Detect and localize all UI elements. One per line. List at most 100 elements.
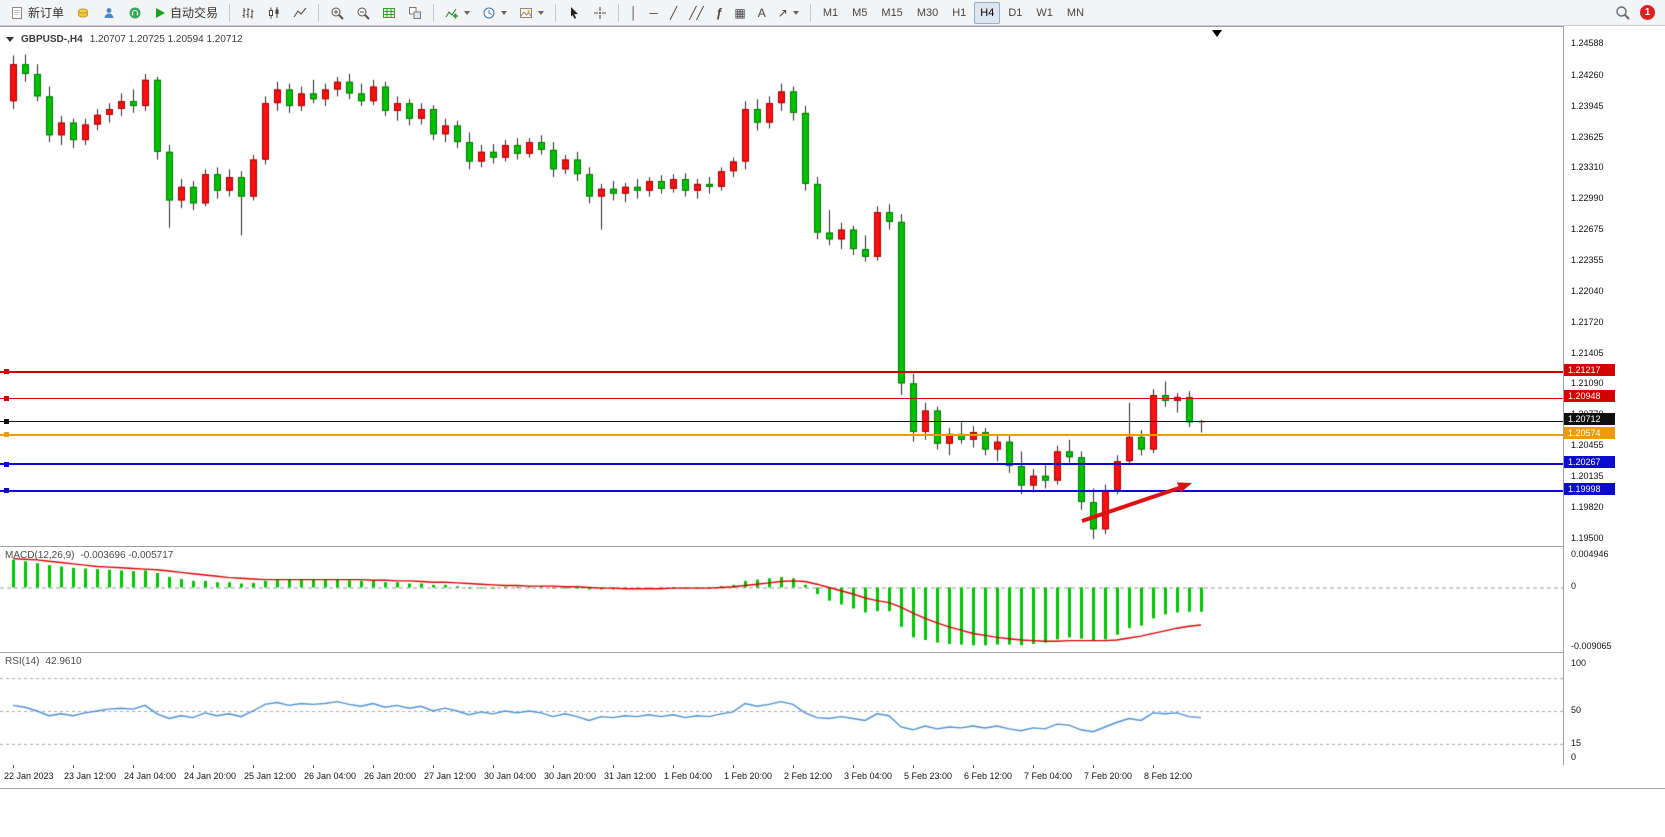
line-handle[interactable]: [4, 418, 9, 424]
price-tick-label: 1.21405: [1571, 347, 1604, 358]
horizontal-line-1.20712[interactable]: [0, 420, 1563, 422]
horizontal-line-1.20948[interactable]: [0, 397, 1563, 399]
auto-trading-button[interactable]: 自动交易: [149, 2, 223, 24]
macd-canvas[interactable]: [0, 547, 1563, 653]
trendline-tool-button[interactable]: ╱: [665, 2, 682, 24]
bar-chart-mode-button[interactable]: [236, 2, 260, 24]
indicators-grid-button[interactable]: [377, 2, 401, 24]
timeframe-group: M1 M5 M15 M30 H1 H4 D1 W1 MN: [816, 1, 1091, 24]
crosshair-tool-button[interactable]: [588, 2, 612, 24]
time-label: 7 Feb 20:00: [1084, 771, 1133, 781]
time-label: 23 Jan 12:00: [64, 771, 117, 781]
timeframe-m30-button[interactable]: M30: [911, 2, 944, 24]
price-axis[interactable]: 1.24588 1.24260 1.23945 1.23625 1.23310 1.229…: [1563, 26, 1665, 789]
timeframe-m5-button[interactable]: M5: [846, 2, 873, 24]
accounts-button[interactable]: [97, 2, 121, 24]
time-tick: [1093, 765, 1094, 768]
timeframe-mn-button[interactable]: MN: [1061, 2, 1090, 24]
new-order-button[interactable]: 新订单: [5, 2, 69, 24]
deposit-button[interactable]: [71, 2, 95, 24]
time-tick: [253, 765, 254, 768]
zoom-out-button[interactable]: [351, 2, 375, 24]
channel-tool-button[interactable]: ╱╱: [684, 2, 708, 24]
time-label: 22 Jan 2023: [4, 771, 54, 781]
price-tag-1.20267: 1.20267: [1564, 456, 1615, 469]
line-chart-mode-button[interactable]: [288, 2, 312, 24]
period-button[interactable]: [477, 2, 512, 24]
price-tick-label: 1.20135: [1571, 471, 1604, 482]
timeframe-w1-button[interactable]: W1: [1030, 2, 1059, 24]
chart-shift-marker[interactable]: [1212, 30, 1222, 37]
horizontal-line-1.20574[interactable]: [0, 433, 1563, 436]
arrow-object-icon: ↗: [777, 5, 788, 20]
timeframe-h4-button[interactable]: H4: [974, 1, 1001, 24]
time-label: 7 Feb 04:00: [1024, 771, 1073, 781]
text-tool-button[interactable]: A: [753, 2, 771, 24]
time-tick: [373, 765, 374, 768]
time-label: 24 Jan 04:00: [124, 771, 177, 781]
price-tick-label: 1.23945: [1571, 100, 1604, 111]
tile-windows-button[interactable]: [403, 2, 427, 24]
fibonacci-tool-button[interactable]: ƒ: [711, 2, 728, 24]
gann-grid-tool-button[interactable]: ▦: [729, 2, 750, 24]
toolbar-separator: [809, 3, 811, 22]
template-snapshot-button[interactable]: [514, 2, 549, 24]
toolbar-separator: [229, 3, 231, 22]
price-tick-label: 1.21720: [1571, 317, 1604, 328]
candlestick-mode-button[interactable]: [262, 2, 286, 24]
timeframe-m15-button[interactable]: M15: [875, 2, 908, 24]
price-tick-label: 1.23625: [1571, 131, 1604, 142]
time-tick: [13, 765, 14, 768]
horizontal-line-1.20267[interactable]: [0, 463, 1563, 466]
time-label: 8 Feb 12:00: [1144, 771, 1193, 781]
rsi-axis-label: 15: [1571, 737, 1582, 748]
toolbar-separator: [318, 3, 320, 22]
horizontal-line-1.21217[interactable]: [0, 370, 1563, 373]
line-handle[interactable]: [4, 432, 9, 437]
macd-values: -0.003696 -0.005717: [80, 550, 174, 561]
user-icon: [102, 6, 116, 20]
time-label: 31 Jan 12:00: [604, 771, 657, 781]
vertical-line-tool-button[interactable]: │: [625, 2, 643, 24]
time-tick: [733, 765, 734, 768]
rsi-canvas[interactable]: [0, 653, 1563, 765]
time-tick: [493, 765, 494, 768]
macd-label: MACD(12,26,9) -0.003696 -0.005717: [5, 550, 173, 561]
macd-panel: MACD(12,26,9) -0.003696 -0.005717: [0, 546, 1563, 653]
price-tick-label: 1.20455: [1571, 440, 1604, 451]
price-tick-label: 1.22990: [1571, 193, 1604, 204]
ohlc-values: 1.20707 1.20725 1.20594 1.20712: [89, 34, 243, 45]
timeframe-m1-button[interactable]: M1: [817, 2, 844, 24]
timeframe-h1-button[interactable]: H1: [946, 2, 972, 24]
price-tick-label: 1.23310: [1571, 162, 1604, 173]
add-indicator-button[interactable]: [440, 2, 475, 24]
arrow-objects-button[interactable]: ↗: [773, 2, 804, 24]
line-handle[interactable]: [4, 488, 9, 494]
notification-badge[interactable]: 1: [1640, 5, 1655, 20]
cursor-tool-button[interactable]: [562, 2, 586, 24]
time-label: 2 Feb 12:00: [784, 771, 833, 781]
symbol-dropdown-icon[interactable]: [6, 37, 14, 42]
price-tick-label: 1.22675: [1571, 224, 1604, 235]
macd-axis-label: -0.009065: [1571, 641, 1612, 651]
symbol-timeframe-label: GBPUSD-,H4: [21, 34, 83, 45]
line-handle[interactable]: [4, 461, 9, 467]
support-button[interactable]: [123, 2, 147, 24]
macd-name: MACD(12,26,9): [5, 550, 75, 561]
rsi-axis-label: 50: [1571, 705, 1582, 715]
search-button[interactable]: [1610, 2, 1635, 24]
zoom-in-button[interactable]: [325, 2, 349, 24]
horizontal-line-1.19998[interactable]: [0, 489, 1563, 492]
toolbar-separator: [618, 3, 620, 22]
rsi-label: RSI(14) 42.9610: [5, 656, 82, 667]
line-handle[interactable]: [4, 395, 9, 401]
line-handle[interactable]: [4, 369, 9, 375]
timeframe-d1-button[interactable]: D1: [1002, 2, 1028, 24]
trend-arrow-annotation[interactable]: [1070, 469, 1205, 531]
clock-icon: [482, 6, 496, 20]
time-axis[interactable]: 22 Jan 2023 23 Jan 12:00 24 Jan 04:00 24 Ja…: [0, 765, 1665, 789]
horizontal-line-tool-button[interactable]: ─: [645, 2, 664, 24]
price-tag-1.20712: 1.20712: [1564, 413, 1615, 426]
price-tag-1.20574: 1.20574: [1564, 426, 1615, 439]
candlestick-canvas[interactable]: [0, 27, 1563, 547]
